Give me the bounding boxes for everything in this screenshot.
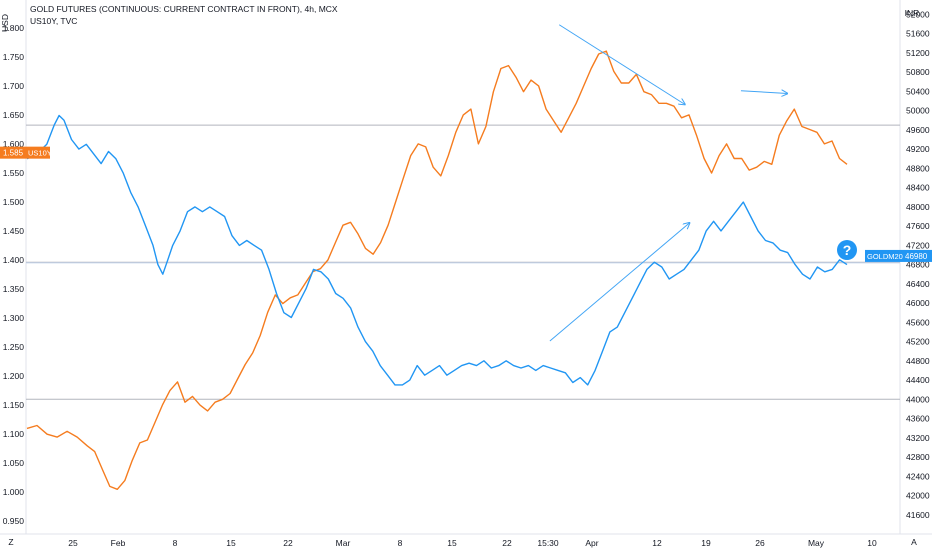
x-tick-label: 10 — [867, 538, 877, 548]
us10y-series-name: US10Y — [28, 149, 52, 158]
gold-series-line — [26, 114, 848, 386]
right-tick-label: 43600 — [906, 414, 930, 424]
right-tick-label: 44800 — [906, 356, 930, 366]
left-tick-label: 0.950 — [3, 516, 25, 526]
right-tick-label: 50000 — [906, 106, 930, 116]
left-tick-label: 1.200 — [3, 371, 25, 381]
gold-last-value: 46980 — [905, 252, 928, 261]
left-tick-label: 1.500 — [3, 197, 25, 207]
right-tick-label: 46400 — [906, 279, 930, 289]
left-tick-label: 1.750 — [3, 52, 25, 62]
us10y-last-value: 1.585 — [3, 149, 24, 158]
right-tick-label: 46000 — [906, 298, 930, 308]
bottom-left-button: Z — [8, 537, 13, 547]
right-tick-label: 52000 — [906, 9, 930, 19]
right-tick-label: 44000 — [906, 394, 930, 404]
right-tick-label: 50400 — [906, 86, 930, 96]
chart-subtitle: US10Y, TVC — [30, 16, 78, 26]
left-tick-label: 1.450 — [3, 226, 25, 236]
x-tick-label: 26 — [755, 538, 765, 548]
right-tick-label: 49200 — [906, 144, 930, 154]
x-tick-label: 8 — [173, 538, 178, 548]
right-tick-label: 49600 — [906, 125, 930, 135]
trend-arrow — [740, 91, 788, 94]
trend-arrow — [558, 24, 685, 105]
right-tick-label: 45600 — [906, 317, 930, 327]
right-tick-label: 51200 — [906, 48, 930, 58]
left-tick-label: 1.600 — [3, 139, 25, 149]
right-tick-label: 51600 — [906, 29, 930, 39]
left-tick-label: 1.400 — [3, 255, 25, 265]
left-tick-label: 1.800 — [3, 23, 25, 33]
left-tick-label: 1.700 — [3, 81, 25, 91]
right-tick-label: 48800 — [906, 163, 930, 173]
right-tick-label: 48000 — [906, 202, 930, 212]
trend-arrow — [549, 223, 690, 342]
question-circle-icon-glyph: ? — [843, 242, 852, 258]
left-tick-label: 1.550 — [3, 168, 25, 178]
left-tick-label: 1.250 — [3, 342, 25, 352]
x-tick-label: 19 — [701, 538, 711, 548]
left-tick-label: 1.350 — [3, 284, 25, 294]
x-tick-label: Apr — [585, 538, 598, 548]
right-tick-label: 42400 — [906, 471, 930, 481]
right-tick-label: 48400 — [906, 183, 930, 193]
x-tick-label: Mar — [336, 538, 351, 548]
left-tick-label: 1.100 — [3, 429, 25, 439]
right-tick-label: 43200 — [906, 433, 930, 443]
right-tick-label: 44400 — [906, 375, 930, 385]
x-tick-label: Feb — [111, 538, 126, 548]
right-axis-unit: INR — [905, 8, 920, 18]
x-tick-label: 12 — [652, 538, 662, 548]
x-tick-label: 15 — [447, 538, 457, 548]
question-circle-icon — [837, 240, 857, 260]
x-tick-label: 15:30 — [537, 538, 559, 548]
us10y-last-value-tag — [0, 146, 26, 159]
right-tick-label: 42800 — [906, 452, 930, 462]
gold-series-tag — [865, 249, 903, 262]
us10y-series-line — [26, 50, 848, 490]
x-tick-label: 25 — [68, 538, 78, 548]
us10y-series-tag — [26, 146, 50, 159]
gold-series-name: GOLDM2021 — [867, 252, 911, 261]
x-tick-label: 8 — [398, 538, 403, 548]
x-tick-label: 22 — [283, 538, 293, 548]
bottom-right-button: A — [911, 537, 917, 547]
x-tick-label: 22 — [502, 538, 512, 548]
right-tick-label: 47600 — [906, 221, 930, 231]
left-tick-label: 1.300 — [3, 313, 25, 323]
right-tick-label: 45200 — [906, 337, 930, 347]
left-tick-label: 1.650 — [3, 110, 25, 120]
right-tick-label: 47200 — [906, 240, 930, 250]
right-tick-label: 46800 — [906, 260, 930, 270]
x-tick-label: May — [808, 538, 825, 548]
right-tick-label: 42000 — [906, 491, 930, 501]
gold-last-value-tag — [903, 249, 932, 262]
chart-title: GOLD FUTURES (CONTINUOUS: CURRENT CONTRA… — [30, 4, 338, 14]
x-tick-label: 15 — [226, 538, 236, 548]
left-tick-label: 1.000 — [3, 487, 25, 497]
left-tick-label: 1.150 — [3, 400, 25, 410]
left-tick-label: 1.050 — [3, 458, 25, 468]
left-axis-unit: USD — [0, 14, 10, 32]
right-tick-label: 41600 — [906, 510, 930, 520]
right-tick-label: 50800 — [906, 67, 930, 77]
